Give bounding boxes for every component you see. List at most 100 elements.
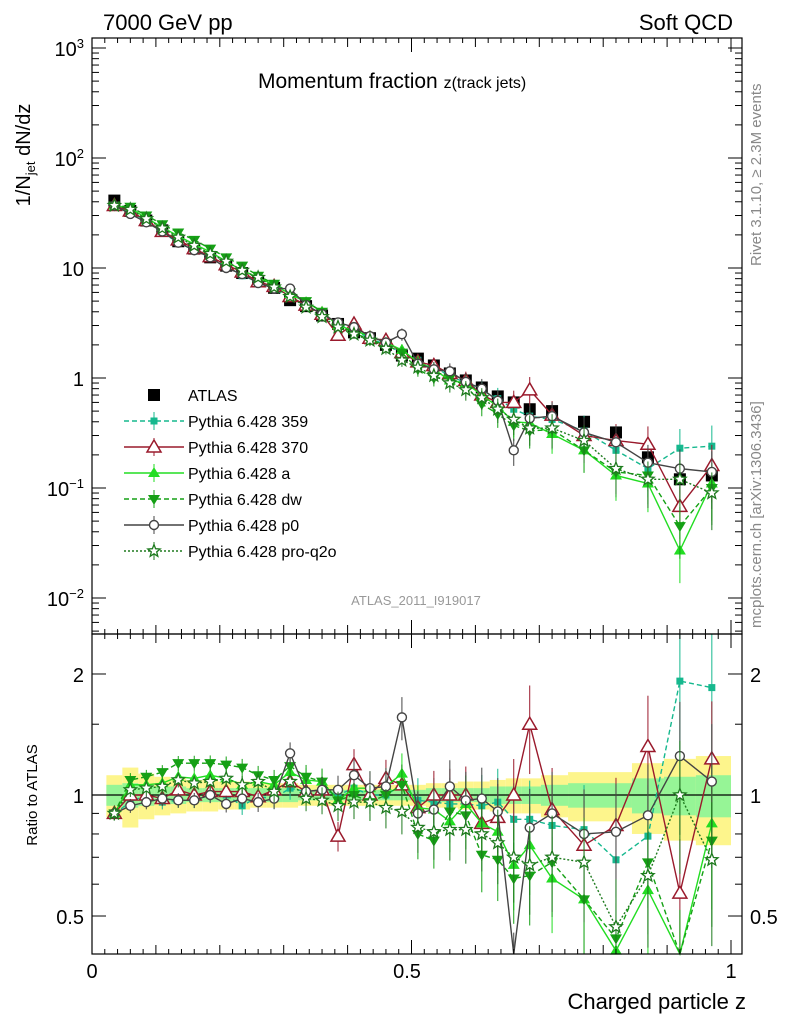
x-tick-label-1: 1: [725, 961, 736, 983]
y-tick-label-1e-2: 10−2: [47, 586, 84, 611]
ratio-series-layer: [106, 634, 721, 957]
legend-item: Pythia 6.428 a: [124, 464, 290, 483]
data-point: [505, 393, 523, 409]
data-point: [409, 358, 426, 375]
ratio-panel-frame: [91, 633, 743, 955]
ratio-series-pythia-6.428-pro-q2o: [106, 740, 720, 954]
x-tick-labels: 0 0.5 1: [86, 961, 736, 983]
ratio-data-point: [703, 851, 720, 867]
ratio-data-point: [122, 781, 139, 797]
ratio-data-point: [676, 677, 684, 685]
ratio-tick-label-right-0.5: 0.5: [750, 907, 778, 929]
chart-title-main: Momentum fraction: [258, 70, 444, 93]
ratio-data-point: [157, 793, 168, 804]
ratio-data-point: [234, 776, 251, 792]
legend-marker: [148, 495, 160, 505]
legend-label: Pythia 6.428 pro-q2o: [188, 544, 337, 561]
legend-marker: [146, 542, 162, 558]
legend-label: Pythia 6.428 359: [188, 414, 308, 431]
y-tick-label-1e2: 102: [55, 146, 84, 171]
ratio-data-point: [205, 789, 216, 801]
ratio-data-point: [154, 778, 171, 794]
data-point: [298, 298, 314, 314]
data-point: [676, 444, 684, 452]
data-point: [314, 308, 330, 324]
data-point: [521, 381, 539, 396]
data-point: [441, 374, 458, 390]
ratio-data-point: [441, 821, 458, 837]
data-point: [154, 219, 171, 235]
data-point: [576, 432, 592, 448]
ratio-data-point: [138, 779, 155, 795]
data-point: [444, 366, 456, 377]
data-point: [673, 522, 686, 533]
legend-item: Pythia 6.428 dw: [124, 490, 302, 509]
legend-marker: [145, 438, 163, 453]
data-point: [329, 326, 347, 341]
data-point: [170, 228, 187, 245]
ratio-data-point: [124, 775, 137, 786]
data-point: [202, 245, 219, 261]
ratio-data-point: [172, 759, 185, 770]
data-point: [378, 340, 394, 356]
data-point: [544, 419, 561, 435]
main-y-tick-labels: 10−2 10−1 1 10 102 103: [47, 36, 84, 611]
data-point: [521, 419, 538, 435]
ratio-data-point: [186, 774, 203, 790]
ratio-tick-label-1: 1: [73, 786, 84, 808]
ratio-tick-label-right-1: 1: [750, 786, 761, 808]
ratio-data-point: [268, 775, 281, 786]
series-pythia-6.428-pro-q2o: [106, 197, 720, 531]
ratio-data-point: [610, 826, 622, 837]
legend-label: Pythia 6.428 a: [188, 466, 290, 483]
legend: ATLAS Pythia 6.428 359 Pythia 6.428 370 Pyt…: [124, 388, 337, 561]
ratio-data-point: [476, 793, 487, 804]
axis-ticks: [91, 38, 742, 954]
ratio-data-point: [236, 793, 248, 804]
ratio-data-point: [173, 795, 184, 806]
data-point: [703, 484, 720, 500]
legend-label: Pythia 6.428 p0: [188, 518, 299, 535]
ratio-data-point: [170, 771, 187, 787]
data-point: [393, 351, 410, 367]
y-tick-label-10: 10: [62, 259, 84, 281]
ratio-data-point: [204, 759, 217, 770]
ratio-data-point: [521, 715, 539, 730]
legend-item: Pythia 6.428 pro-q2o: [124, 542, 337, 561]
data-point: [489, 400, 506, 416]
ratio-data-point: [409, 819, 426, 835]
ratio-data-point: [189, 795, 200, 806]
x-axis-label: Charged particle z: [567, 989, 746, 1014]
data-point: [505, 411, 522, 427]
data-point: [250, 269, 267, 285]
ratio-data-point: [236, 763, 249, 774]
data-point: [396, 329, 408, 340]
data-point: [234, 262, 251, 278]
ratio-data-point: [393, 803, 410, 819]
category-label: Soft QCD: [639, 10, 733, 35]
legend-item: Pythia 6.428 359: [124, 412, 308, 431]
ratio-data-point: [266, 783, 283, 799]
ratio-data-point: [708, 684, 716, 692]
ratio-tick-label-0.5: 0.5: [56, 907, 84, 929]
data-point: [218, 252, 235, 269]
ratio-ylabel: Ratio to ATLAS: [24, 744, 41, 845]
legend-marker: [148, 519, 160, 531]
ratio-data-point: [250, 773, 267, 789]
chart-title: Momentum fraction z(track jets): [258, 70, 526, 93]
legend-item: Pythia 6.428 370: [124, 438, 308, 457]
data-point: [122, 201, 139, 217]
ratio-data-point: [252, 796, 264, 808]
ratio-data-point: [298, 790, 314, 806]
ratio-data-point: [284, 748, 296, 759]
main-series-layer: [106, 194, 721, 584]
ratio-data-point: [505, 786, 523, 801]
y-tick-label-1: 1: [73, 369, 84, 391]
data-point: [672, 471, 688, 486]
data-point: [362, 331, 378, 348]
ratio-series-line: [113, 680, 712, 861]
ratio-data-point: [314, 791, 330, 808]
rivet-version-label: Rivet 3.1.10, ≥ 2.3M events: [748, 84, 765, 267]
legend-label: Pythia 6.428 dw: [188, 492, 302, 509]
